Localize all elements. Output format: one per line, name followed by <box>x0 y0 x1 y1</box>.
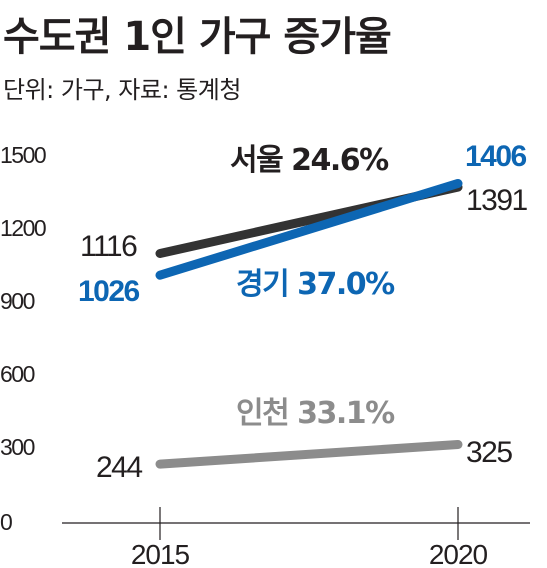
x-tick-label: 2015 <box>131 539 190 568</box>
y-tick-label: 1200 <box>0 215 46 241</box>
chart-subtitle: 단위: 가구, 자료: 통계청 <box>3 76 241 104</box>
x-tick-label: 2020 <box>429 539 488 568</box>
y-tick-label: 300 <box>0 434 35 460</box>
y-tick-label: 1500 <box>0 142 46 168</box>
y-tick-label: 600 <box>0 361 35 387</box>
series-line-1 <box>155 178 463 280</box>
series-name-label: 경기 37.0% <box>236 267 395 302</box>
end-value-label: 1406 <box>465 140 527 173</box>
start-value-label: 244 <box>96 451 142 484</box>
y-tick-label: 0 <box>0 509 12 535</box>
y-tick-label: 900 <box>0 288 35 314</box>
start-value-label: 1116 <box>80 230 137 263</box>
start-value-label: 1026 <box>78 275 140 308</box>
series-line-2 <box>155 440 463 469</box>
series-name-label: 인천 33.1% <box>236 396 395 431</box>
chart-title: 수도권 1인 가구 증가율 <box>3 14 392 60</box>
end-value-label: 1391 <box>466 184 528 217</box>
series-name-label: 서울 24.6% <box>230 143 389 178</box>
end-value-label: 325 <box>466 436 512 469</box>
